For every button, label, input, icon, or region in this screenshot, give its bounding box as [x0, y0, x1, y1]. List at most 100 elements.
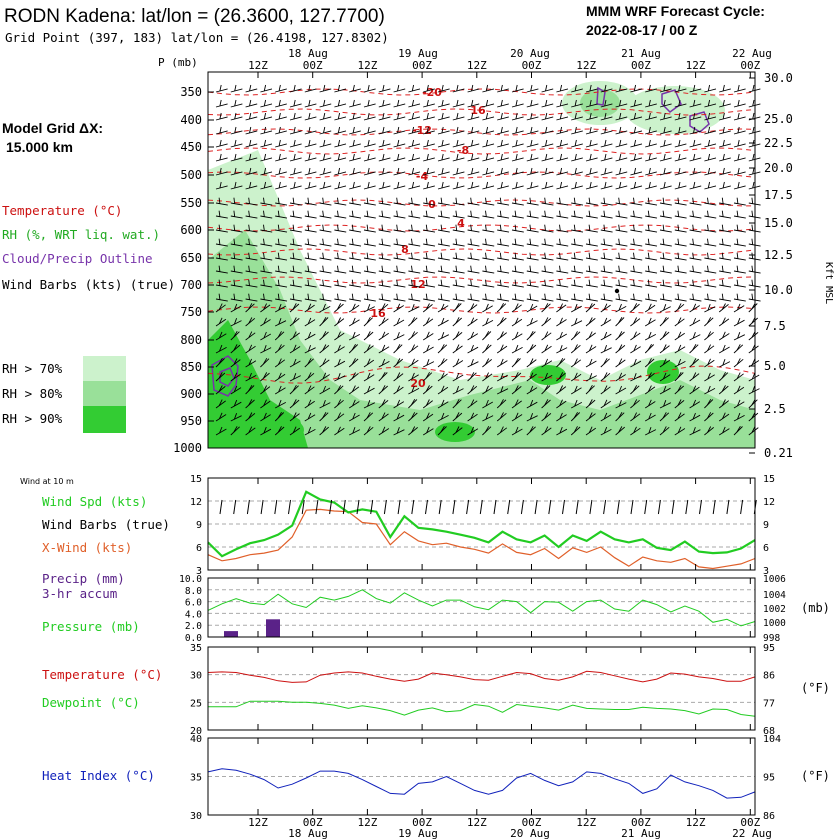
- wind-barb: [423, 284, 436, 288]
- wind-barb-flag: [722, 359, 726, 366]
- cloud-outline: [211, 86, 710, 397]
- wind-barb-flag: [559, 412, 563, 420]
- wind-barb: [556, 143, 569, 148]
- wind-barb: [393, 284, 406, 288]
- wind-barb-flag: [485, 372, 490, 379]
- wind-barb-flag: [647, 210, 650, 217]
- wind-barb: [556, 304, 567, 313]
- wind-barb-flag: [441, 181, 444, 189]
- wind-barb-flag: [440, 358, 445, 365]
- wind-barb-flag: [426, 112, 429, 120]
- wind-barb-flag: [278, 153, 281, 161]
- wind-barb-flag: [677, 358, 682, 366]
- wind-barb: [467, 229, 480, 233]
- wind-barb-flag: [441, 99, 444, 107]
- wind-barb: [437, 305, 449, 313]
- wind-barb-flag: [559, 279, 561, 286]
- wind-barb: [215, 88, 228, 93]
- wind-barb: [585, 157, 598, 162]
- surface-wind-barb: [534, 499, 538, 515]
- wind-barb: [304, 400, 315, 409]
- wind-barb: [674, 270, 687, 274]
- wind-barb: [289, 298, 302, 302]
- wind-barb: [645, 229, 658, 233]
- wind-barb-flag: [351, 372, 356, 379]
- wind-barb: [570, 331, 581, 341]
- wind-barb: [319, 298, 332, 302]
- wind-barb: [497, 103, 509, 108]
- wind-barb-flag: [381, 238, 384, 245]
- wind-barb: [349, 116, 361, 121]
- wind-barb: [645, 171, 657, 176]
- wind-barb-flag: [219, 84, 222, 92]
- pressure-tick-label: 500: [180, 168, 202, 182]
- wind-barb: [718, 318, 730, 327]
- wind-barb-flag: [588, 197, 591, 204]
- wind-barb-flag: [693, 167, 696, 175]
- wind-barb-flag: [470, 279, 472, 286]
- wind-barb-flag: [352, 331, 356, 339]
- wind-barb: [423, 103, 435, 108]
- wind-barb-flag: [218, 238, 221, 245]
- wind-barb-flag: [248, 317, 253, 324]
- wind-barb: [408, 157, 421, 162]
- wind-barb-flag: [293, 112, 296, 120]
- wind-barb: [526, 401, 538, 409]
- wind-barb-flag: [292, 303, 297, 310]
- wind-barb: [304, 319, 316, 327]
- wind-barb: [704, 185, 717, 190]
- wind-barb: [482, 243, 495, 247]
- right-tick-label: 15: [763, 474, 775, 485]
- wind-barb-flag: [396, 343, 401, 351]
- wind-barb: [319, 284, 332, 288]
- wind-barb-flag: [263, 426, 267, 434]
- wind-barb: [733, 284, 746, 288]
- wind-barb: [393, 401, 405, 409]
- wind-barb-flag: [381, 293, 384, 300]
- wind-barb-flag: [500, 112, 503, 120]
- wind-barb-flag: [366, 344, 371, 351]
- wind-barb: [422, 346, 434, 354]
- wind-barb: [289, 332, 300, 341]
- wind-barb: [674, 243, 687, 247]
- wind-barb: [482, 88, 495, 93]
- wind-barb: [674, 372, 684, 382]
- temperature-contour: [207, 248, 756, 256]
- wind-barb: [600, 270, 613, 274]
- wind-barb: [349, 298, 362, 302]
- wind-barb-flag: [603, 426, 608, 434]
- surface-wind-barb: [589, 499, 593, 515]
- station-title: RODN Kadena: lat/lon = (26.3600, 127.770…: [4, 6, 385, 27]
- wind-barb: [704, 270, 717, 274]
- wind-barb: [630, 130, 643, 135]
- wind-barb: [319, 103, 332, 108]
- wind-barb: [733, 358, 744, 368]
- wind-barb-flag: [455, 358, 460, 365]
- wind-barb-flag: [425, 279, 428, 286]
- wind-barb-flag: [218, 265, 221, 272]
- wind-barb: [334, 284, 347, 288]
- wind-barb-flag: [381, 303, 386, 310]
- wind-barb-flag: [648, 317, 652, 325]
- wind-barb-flag: [218, 197, 221, 204]
- wind-barb-flag: [411, 197, 413, 204]
- wind-barb-flag: [647, 265, 650, 272]
- wind-barb: [541, 103, 554, 108]
- wind-barb: [349, 157, 361, 162]
- wind-barb-flag: [619, 181, 622, 189]
- wind-barb-flag: [751, 224, 754, 231]
- wind-barb: [437, 185, 450, 190]
- wind-barb: [452, 130, 465, 135]
- wind-barb-flag: [218, 385, 223, 392]
- wind-barb: [526, 229, 539, 233]
- wind-barb: [556, 243, 569, 247]
- wind-barb: [644, 334, 657, 341]
- wind-barb: [600, 171, 613, 176]
- wind-barb-flag: [619, 99, 622, 107]
- surface-wind-barb: [329, 499, 333, 515]
- wind-barb-flag: [663, 99, 666, 107]
- fahrenheit-label-2: (°F): [801, 769, 830, 783]
- wind-barb: [274, 331, 285, 341]
- wind-barb: [659, 374, 671, 382]
- wind-barb-flag: [514, 303, 519, 310]
